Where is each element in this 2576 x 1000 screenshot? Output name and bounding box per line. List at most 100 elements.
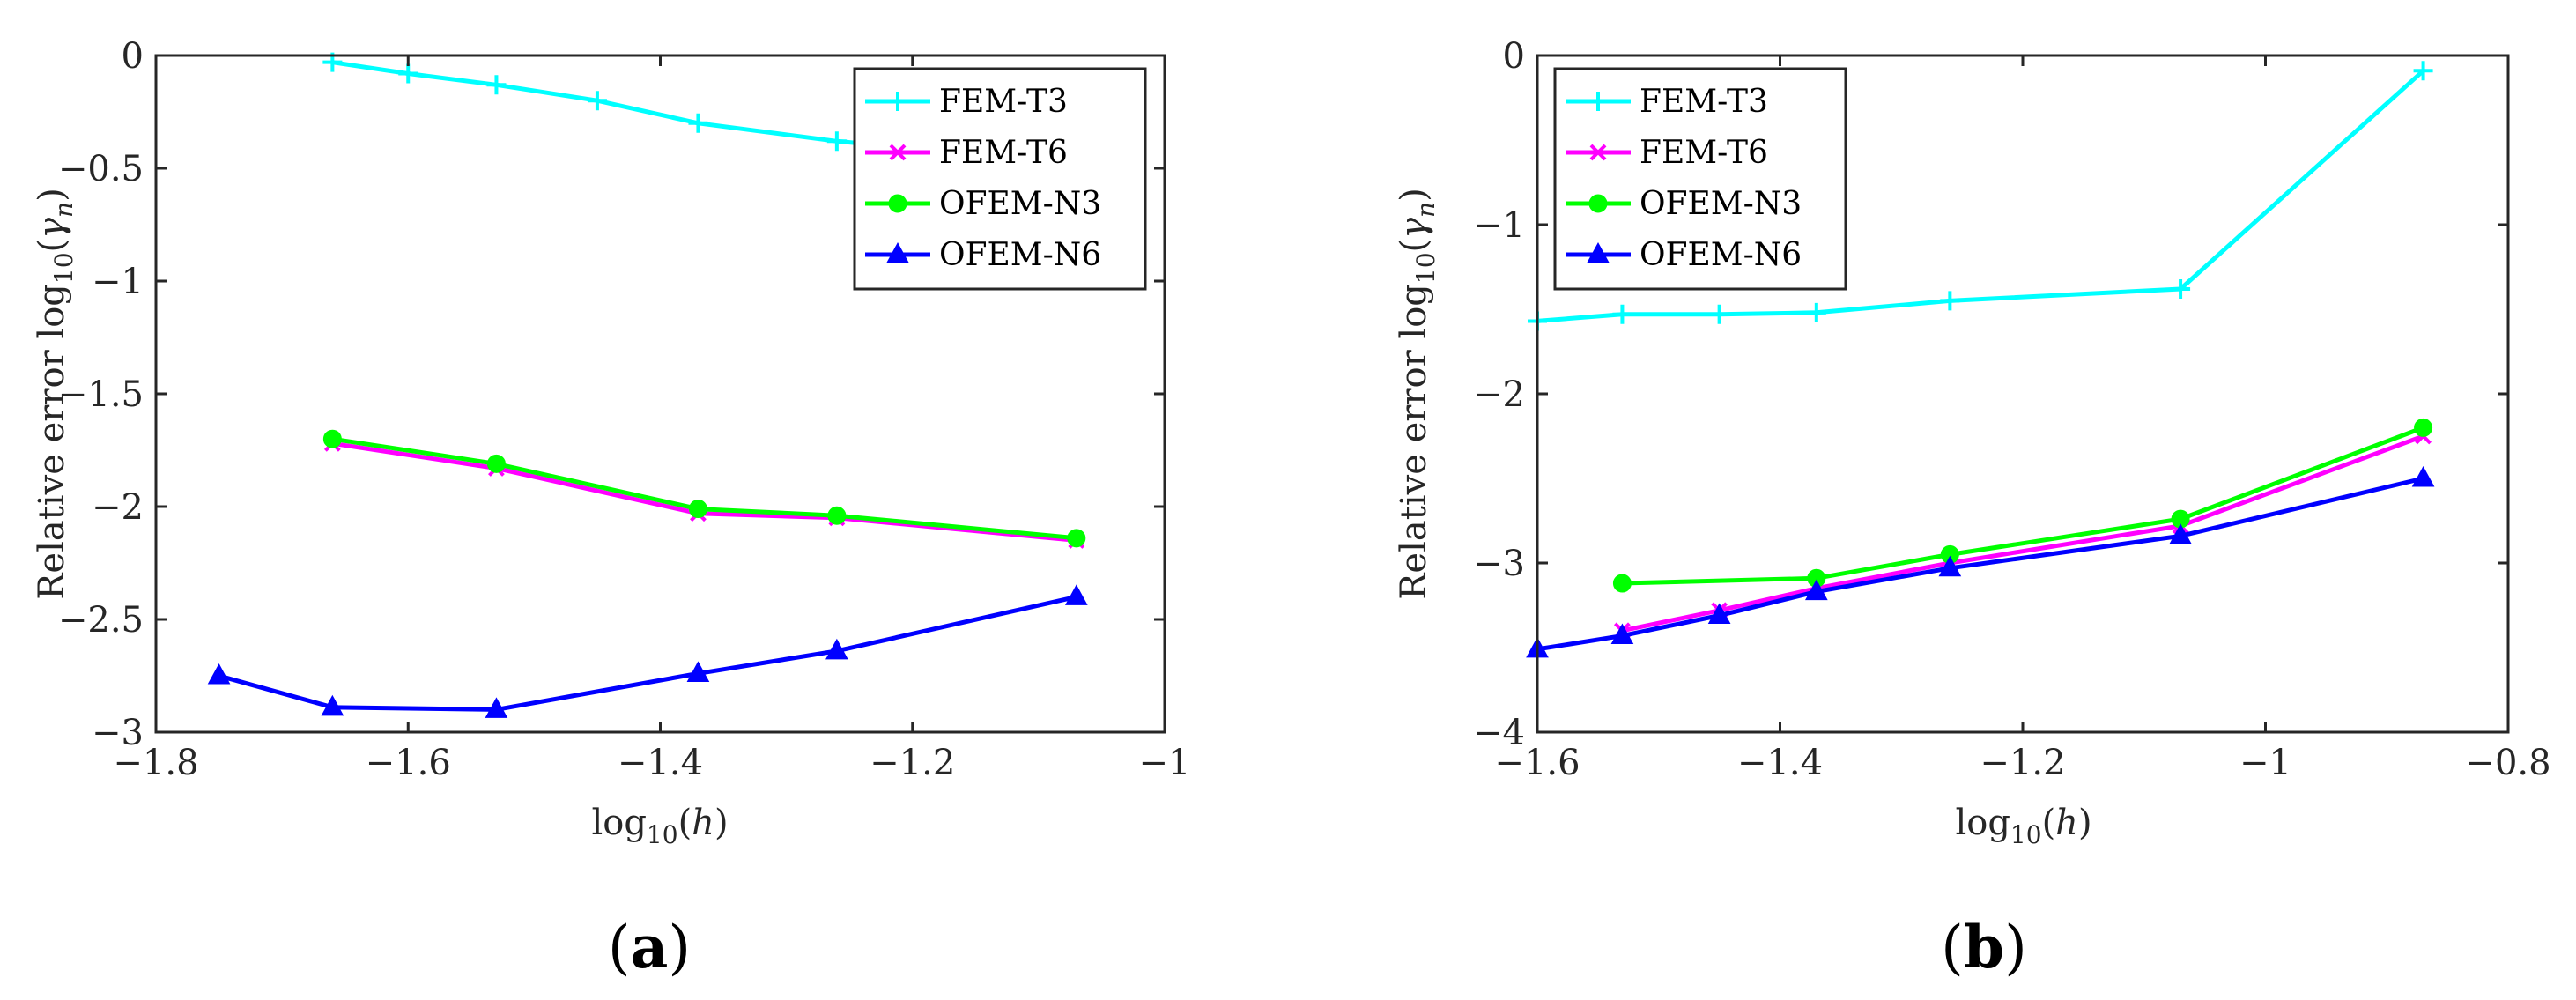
data-point-ofem-n6-a-2 (485, 697, 508, 718)
data-point-ofem-n3-a-4 (1067, 529, 1086, 548)
data-point-ofem-n6-a-5 (1064, 584, 1088, 605)
data-point-fem-t3-a-1 (398, 63, 418, 84)
legend-marker-fem-t3-a (888, 92, 907, 111)
legend-label-fem-t6-b: FEM-T6 (1640, 135, 1768, 171)
data-point-ofem-n6-a-1 (321, 694, 344, 716)
legend-entry-fem-t3-b: FEM-T3 (1566, 84, 1768, 120)
legend-marker-ofem-n6-a (886, 241, 909, 263)
y-tick-label-a-1: −0.5 (58, 149, 144, 189)
series-line-ofem-n6-b (1536, 476, 2424, 652)
legend-a: FEM-T3 FEM-T6 OFEM-N3 OFEM-N6 (853, 67, 1147, 291)
legend-b: FEM-T3 FEM-T6 OFEM-N3 OFEM-N6 (1553, 67, 1847, 291)
x-axis-label-b: log10(h) (1955, 803, 2091, 849)
x-tick-label-b-4: −0.8 (2465, 743, 2550, 783)
data-point-ofem-n6-a-4 (825, 638, 848, 660)
legend-marker-ofem-n3-b (1588, 194, 1608, 213)
legend-entry-fem-t6-a: FEM-T6 (865, 135, 1068, 171)
legend-entry-ofem-n6-b: OFEM-N6 (1566, 237, 1802, 273)
series-line-fem-t6-b (1621, 433, 2424, 633)
y-tick-label-a-6: −3 (92, 713, 144, 753)
data-point-ofem-n6-b-2 (1707, 603, 1731, 625)
data-point-ofem-n6-a-0 (207, 663, 231, 685)
chart-panel-b: −1.6 −1.4 −1.2 −1 −0.8 0 −1 −2 −3 −4 log10(h) Rel… (1394, 36, 2551, 981)
x-tick-label-b-3: −1 (2239, 743, 2291, 783)
legend-marker-fem-t3-b (1588, 92, 1608, 111)
y-tick-label-a-5: −2.5 (58, 600, 144, 641)
data-point-fem-t3-a-3 (587, 91, 607, 111)
x-tick-label-b-1: −1.4 (1737, 743, 1823, 783)
data-point-ofem-n3-a-2 (688, 500, 707, 519)
legend-label-ofem-n6-b: OFEM-N6 (1640, 237, 1802, 273)
y-axis-label-b: Relative error log10(γn) (1394, 188, 1440, 599)
series-ofem-n3-a (322, 429, 1086, 548)
legend-entry-fem-t3-a: FEM-T3 (865, 84, 1068, 120)
data-point-ofem-n3-b-0 (1612, 574, 1632, 593)
data-point-ofem-n3-b-4 (2414, 418, 2433, 437)
series-ofem-n3-b (1612, 418, 2433, 593)
data-point-fem-t3-b-1 (1612, 304, 1632, 324)
x-tick-label-a-4: −1 (1139, 743, 1191, 783)
series-fem-t6-b (1614, 427, 2432, 640)
x-axis-label-a: log10(h) (591, 803, 728, 849)
data-point-ofem-n6-b-5 (2169, 523, 2192, 544)
legend-marker-ofem-n6-b (1587, 241, 1610, 263)
legend-label-ofem-n3-a: OFEM-N3 (939, 186, 1101, 222)
ticks-a: −1.8 −1.6 −1.4 −1.2 −1 0 −0.5 −1 −1.5 −2 −2.5 −3 (58, 36, 1191, 783)
data-point-fem-t3-b-3 (1806, 302, 1826, 322)
legend-label-ofem-n3-b: OFEM-N3 (1640, 186, 1802, 222)
legend-label-fem-t3-a: FEM-T3 (939, 84, 1068, 120)
data-point-ofem-n6-b-1 (1610, 623, 1634, 645)
legend-label-ofem-n6-a: OFEM-N6 (939, 237, 1101, 273)
data-point-ofem-n6-b-6 (2411, 465, 2435, 487)
y-tick-label-b-2: −2 (1473, 374, 1525, 415)
data-point-fem-t3-a-5 (826, 131, 847, 152)
data-point-fem-t3-b-6 (2413, 61, 2433, 81)
series-layer-a (207, 52, 1088, 718)
x-tick-label-a-0: −1.8 (113, 743, 198, 783)
legend-label-fem-t3-b: FEM-T3 (1640, 84, 1768, 120)
x-tick-label-a-3: −1.2 (870, 743, 955, 783)
y-tick-label-b-4: −4 (1473, 713, 1525, 753)
legend-entry-ofem-n6-a: OFEM-N6 (865, 237, 1101, 273)
panel-label-a: (a) (608, 913, 691, 981)
series-ofem-n6-a (207, 584, 1088, 718)
legend-marker-ofem-n3-a (888, 194, 907, 213)
data-point-fem-t3-b-4 (1940, 291, 1960, 311)
legend-marker-fem-t6-a (889, 144, 907, 161)
legend-marker-fem-t6-b (1589, 144, 1607, 161)
series-ofem-n6-b (1526, 465, 2435, 658)
y-tick-label-b-3: −3 (1473, 544, 1525, 584)
x-tick-label-b-0: −1.6 (1494, 743, 1580, 783)
series-line-ofem-n6-a (218, 594, 1077, 712)
x-tick-label-a-1: −1.6 (366, 743, 451, 783)
data-point-ofem-n6-b-3 (1804, 579, 1828, 601)
chart-panel-a: −1.8 −1.6 −1.4 −1.2 −1 0 −0.5 −1 −1.5 −2 −2.5 −3 lo… (32, 36, 1190, 981)
legend-entry-ofem-n3-a: OFEM-N3 (865, 186, 1101, 222)
data-point-fem-t3-b-2 (1709, 304, 1729, 324)
x-tick-label-a-2: −1.4 (618, 743, 703, 783)
panel-label-b: (b) (1941, 913, 2027, 981)
series-line-ofem-n3-a (332, 436, 1077, 541)
y-axis-label-a: Relative error log10(γn) (32, 188, 78, 599)
data-point-ofem-n3-a-3 (827, 506, 847, 525)
data-point-ofem-n3-a-0 (322, 429, 342, 448)
data-point-fem-t3-a-2 (486, 75, 507, 95)
x-tick-label-b-2: −1.2 (1980, 743, 2065, 783)
data-point-fem-t3-b-5 (2171, 278, 2191, 299)
y-tick-label-b-0: 0 (1503, 36, 1525, 77)
legend-entry-ofem-n3-b: OFEM-N3 (1566, 186, 1802, 222)
y-tick-label-a-2: −1 (92, 262, 144, 302)
data-point-ofem-n6-a-3 (686, 661, 710, 682)
legend-label-fem-t6-a: FEM-T6 (939, 135, 1068, 171)
ticks-b: −1.6 −1.4 −1.2 −1 −0.8 0 −1 −2 −3 −4 (1473, 36, 2551, 783)
y-tick-label-a-0: 0 (122, 36, 144, 77)
y-tick-label-a-4: −2 (92, 487, 144, 528)
series-layer-b (1526, 61, 2435, 658)
data-point-fem-t3-a-4 (688, 113, 708, 133)
y-tick-label-a-3: −1.5 (58, 374, 144, 415)
data-point-ofem-n6-b-4 (1938, 555, 1962, 577)
y-tick-label-b-1: −1 (1473, 205, 1525, 246)
data-point-ofem-n3-a-1 (486, 454, 506, 473)
legend-entry-fem-t6-b: FEM-T6 (1566, 135, 1768, 171)
